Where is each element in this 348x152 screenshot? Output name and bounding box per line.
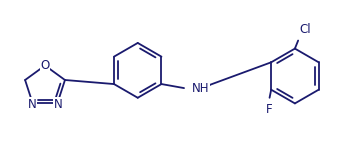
Text: NH: NH [192,82,209,95]
Text: Cl: Cl [300,23,311,36]
Text: N: N [27,98,36,111]
Text: O: O [40,59,50,72]
Text: F: F [266,103,273,116]
Text: N: N [54,98,63,111]
